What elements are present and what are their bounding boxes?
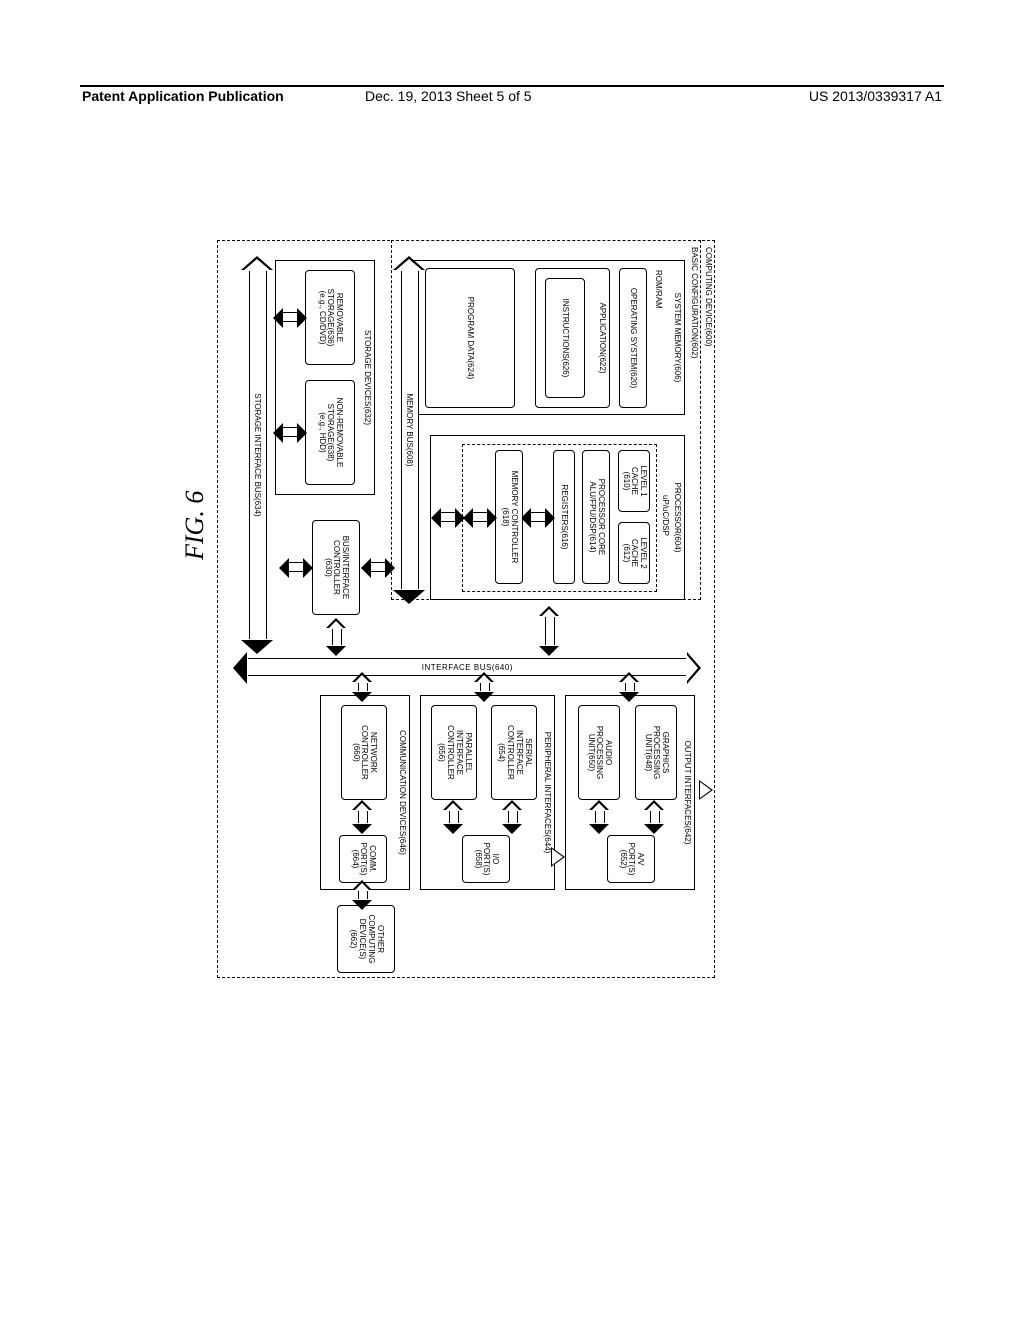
memory-bus-label: MEMORY BUS(608) — [406, 393, 415, 466]
arrow-commports-other — [358, 890, 368, 900]
l2-cache-box: LEVEL 2 CACHE (612) — [618, 522, 650, 584]
peripheral-interfaces-label: PERIPHERAL INTERFACES(644) — [542, 732, 551, 854]
basic-config-label: BASIC CONFIGURATION(602) — [689, 247, 698, 358]
nonremovable-storage-label: NON-REMOVABLE STORAGE(638) (e.g., HDD) — [317, 398, 343, 468]
outgoing-av — [699, 780, 713, 800]
application-label: APPLICATION(622) — [597, 303, 606, 374]
up-uc-dsp-label: uP/uC/DSP — [661, 495, 670, 536]
io-ports-label: I/O PORT(S) (658) — [473, 843, 499, 876]
program-data-label: PROGRAM DATA(624) — [466, 297, 475, 379]
arrow-peripheral-bus — [480, 682, 490, 692]
registers-box: REGISTERS(616) — [553, 450, 575, 584]
interface-bus-label: INTERFACE BUS(640) — [421, 663, 512, 672]
header-right: US 2013/0339317 A1 — [809, 88, 942, 104]
parallel-ctrl-box: PARALLEL INTERFACE CONTROLLER (656) — [431, 705, 477, 800]
arrow-audio-av — [595, 810, 605, 824]
arrow-busctrl-up — [371, 562, 385, 572]
av-ports-label: A/V PORT(S) (652) — [618, 843, 644, 876]
parallel-ctrl-label: PARALLEL INTERFACE CONTROLLER (656) — [436, 725, 471, 780]
removable-storage-label: REMOVABLE STORAGE(636) (e.g., CD/DVD) — [317, 289, 343, 347]
arrow-netctrl-commports — [358, 810, 368, 824]
os-label: OPERATING SYSTEM(620) — [629, 288, 638, 388]
audio-box: AUDIO PROCESSING UNIT(650) — [578, 705, 620, 800]
av-ports-box: A/V PORT(S) (652) — [607, 835, 655, 883]
arrow-processor-membus — [441, 512, 455, 522]
other-devices-label: OTHER COMPUTING DEVICE(S) (662) — [348, 915, 383, 964]
other-devices-box: OTHER COMPUTING DEVICE(S) (662) — [337, 905, 395, 973]
output-interfaces-label: OUTPUT INTERFACES(642) — [682, 741, 691, 845]
arrow-gpu-av — [650, 810, 660, 824]
network-ctrl-label: NETWORK CONTROLLER (660) — [351, 725, 377, 780]
gpu-label: GRAPHICS PROCESSING UNIT(648) — [643, 726, 669, 779]
memory-controller-box: MEMORY CONTROLLER (618) — [495, 450, 523, 584]
l1-cache-label: LEVEL 1 CACHE (610) — [621, 465, 647, 496]
gpu-box: GRAPHICS PROCESSING UNIT(648) — [635, 705, 677, 800]
serial-ctrl-box: SERIAL INTERFACE CONTROLLER (654) — [491, 705, 537, 800]
comm-ports-box: COMM. PORT(S) (664) — [339, 835, 387, 883]
audio-label: AUDIO PROCESSING UNIT(650) — [586, 726, 612, 779]
arrow-parallel-io — [449, 810, 459, 824]
memory-controller-label: MEMORY CONTROLLER (618) — [500, 471, 518, 564]
removable-storage-box: REMOVABLE STORAGE(636) (e.g., CD/DVD) — [305, 270, 355, 365]
comm-ports-label: COMM. PORT(S) (664) — [350, 843, 376, 876]
os-box: OPERATING SYSTEM(620) — [619, 268, 647, 408]
network-ctrl-box: NETWORK CONTROLLER (660) — [341, 705, 387, 800]
nonremovable-storage-box: NON-REMOVABLE STORAGE(638) (e.g., HDD) — [305, 380, 355, 485]
storage-interface-bus: STORAGE INTERFACE BUS(634) — [249, 270, 267, 640]
arrow-comm-bus — [358, 682, 368, 692]
processor-core-box: PROCESSOR CORE ALU/FPU/DSP(614) — [582, 450, 610, 584]
arrow-basic-interfacebus — [545, 616, 555, 646]
comm-devices-label: COMMUNICATION DEVICES(646) — [397, 730, 406, 855]
arrow-serial-io — [508, 810, 518, 824]
header-left: Patent Application Publication — [82, 88, 284, 104]
program-data-box: PROGRAM DATA(624) — [425, 268, 515, 408]
arrow-output-bus — [625, 682, 635, 692]
registers-label: REGISTERS(616) — [560, 485, 569, 550]
arrow-busctrl-right — [332, 628, 342, 646]
serial-ctrl-label: SERIAL INTERFACE CONTROLLER (654) — [496, 725, 531, 780]
system-memory-label: SYSTEM MEMORY(606) — [672, 293, 681, 383]
memory-bus: MEMORY BUS(608) — [401, 270, 419, 590]
arrow-nonremovable-storagebus — [283, 427, 297, 437]
l2-cache-label: LEVEL 2 CACHE (612) — [621, 537, 647, 568]
header-rule — [80, 85, 944, 87]
header-mid: Dec. 19, 2013 Sheet 5 of 5 — [365, 88, 532, 104]
computing-device-label: COMPUTING DEVICE(600) — [703, 247, 712, 347]
rom-ram-label: ROM/RAM — [654, 270, 663, 309]
processor-core-label: PROCESSOR CORE ALU/FPU/DSP(614) — [587, 479, 605, 555]
l1-cache-box: LEVEL 1 CACHE (610) — [618, 450, 650, 512]
io-ports-box: I/O PORT(S) (658) — [462, 835, 510, 883]
page: Patent Application Publication Dec. 19, … — [0, 0, 1024, 1320]
arrow-memctrl-dashed — [473, 512, 487, 522]
bus-interface-controller-box: BUS/INTERFACE CONTROLLER (630) — [312, 520, 360, 615]
arrow-registers-memctrl — [531, 512, 545, 522]
outgoing-io-up — [551, 847, 565, 867]
arrow-busctrl-down — [289, 562, 303, 572]
arrow-removable-storagebus — [283, 312, 297, 322]
storage-devices-label: STORAGE DEVICES(632) — [362, 330, 371, 425]
diagram: COMPUTING DEVICE(600) BASIC CONFIGURATIO… — [215, 240, 715, 980]
storage-interface-bus-label: STORAGE INTERFACE BUS(634) — [254, 393, 263, 516]
instructions-label: INSTRUCTIONS(626) — [561, 299, 570, 378]
bus-interface-controller-label: BUS/INTERFACE CONTROLLER (630) — [323, 536, 349, 600]
figure-label: FIG. 6 — [180, 491, 210, 560]
instructions-box: INSTRUCTIONS(626) — [545, 278, 585, 398]
processor-label: PROCESSOR(604) — [672, 483, 681, 553]
